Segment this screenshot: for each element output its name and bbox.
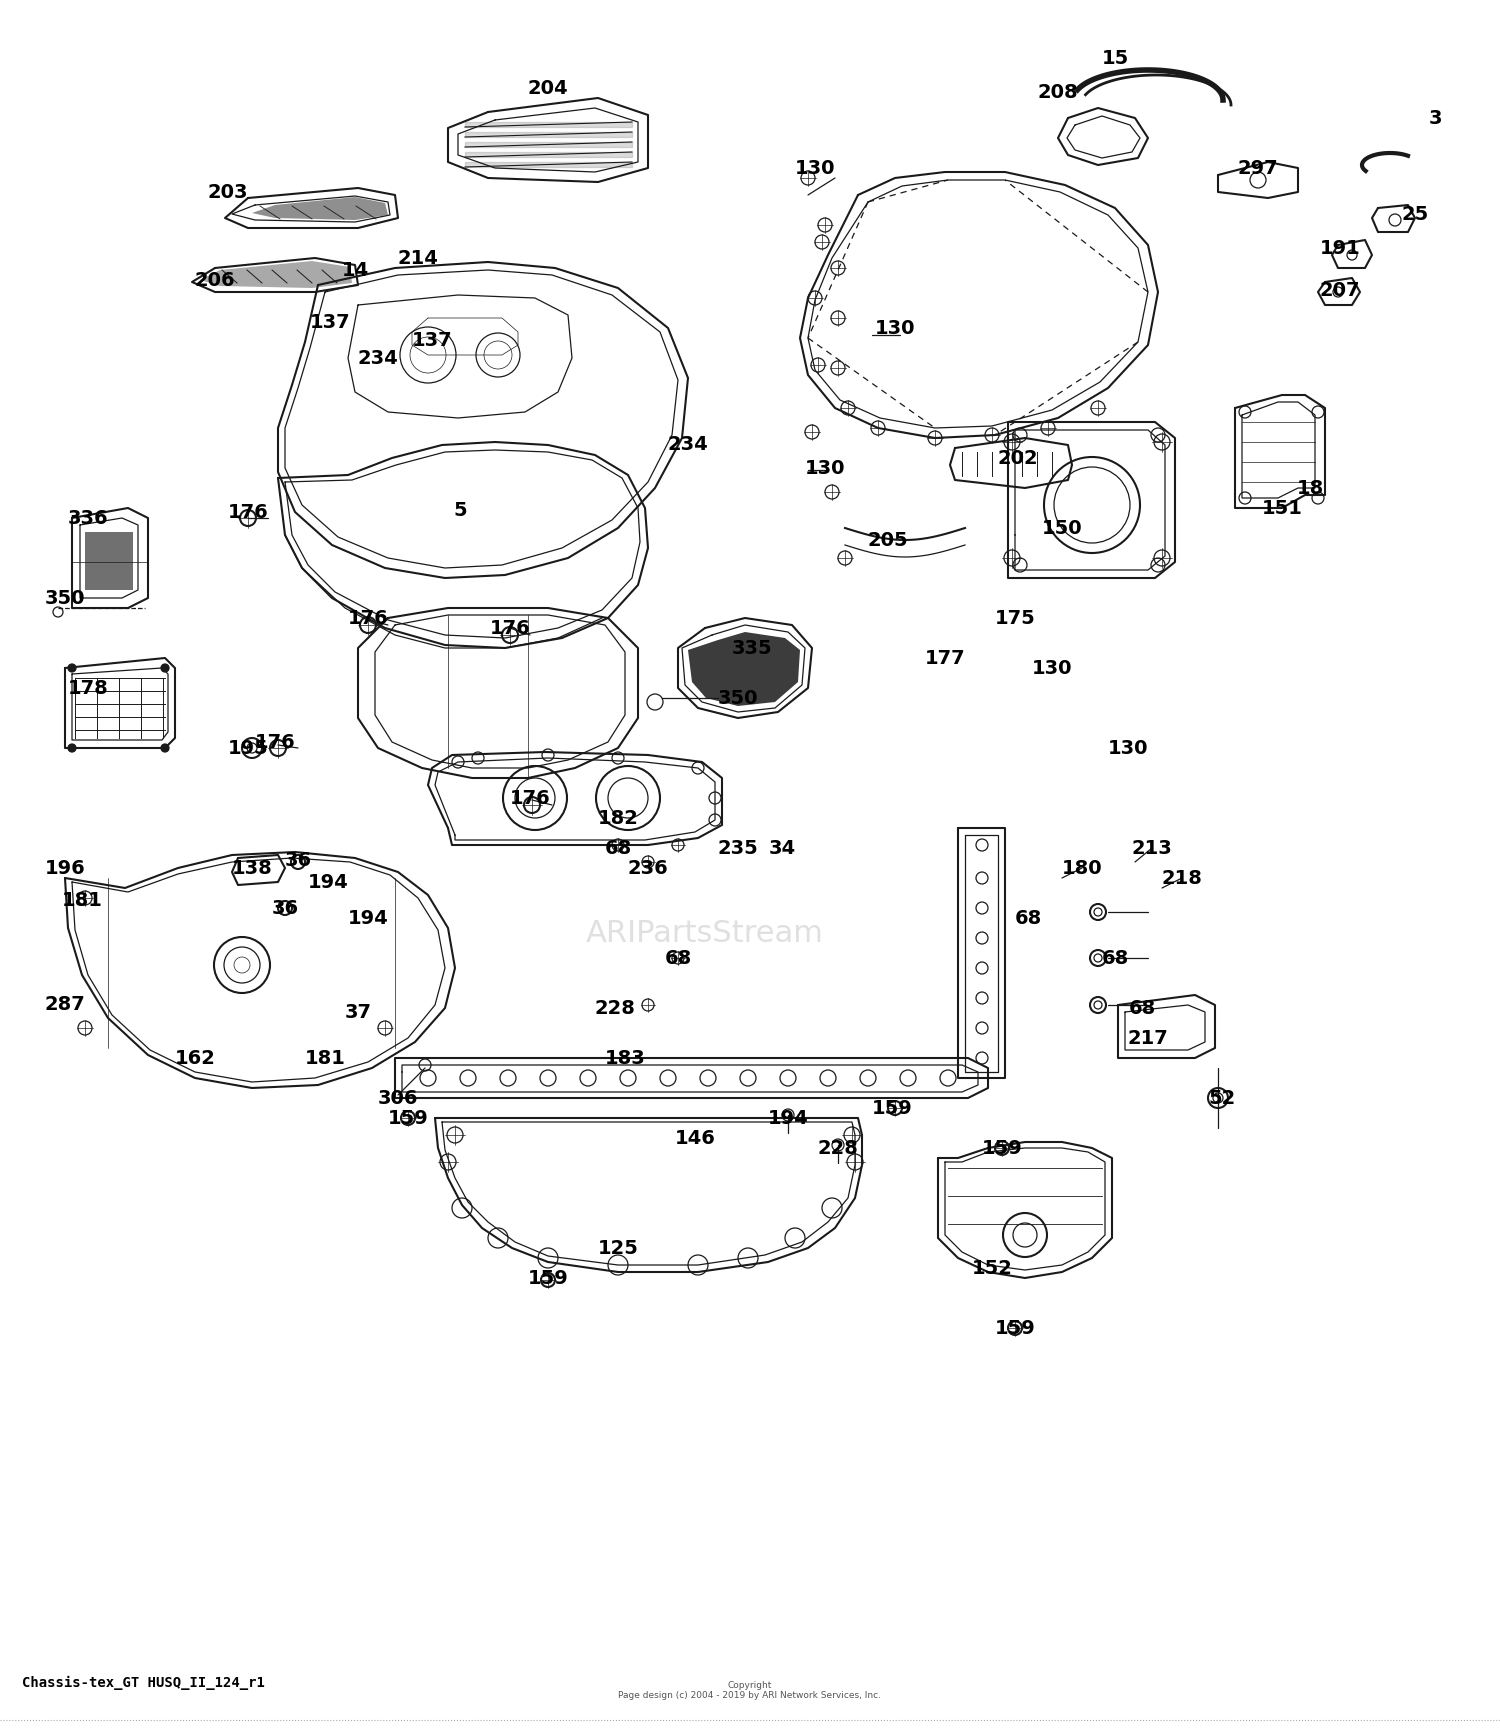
Text: 130: 130 bbox=[874, 318, 915, 337]
Text: 137: 137 bbox=[309, 313, 351, 332]
Text: 175: 175 bbox=[994, 608, 1035, 627]
Text: 208: 208 bbox=[1038, 83, 1078, 102]
Bar bbox=[86, 532, 134, 589]
Text: 205: 205 bbox=[867, 530, 909, 550]
Text: 162: 162 bbox=[174, 1049, 216, 1068]
Text: 18: 18 bbox=[1296, 479, 1323, 498]
Text: 306: 306 bbox=[378, 1089, 419, 1108]
Text: 159: 159 bbox=[528, 1268, 568, 1287]
Text: 138: 138 bbox=[231, 859, 273, 878]
Text: 34: 34 bbox=[768, 838, 795, 857]
Text: 152: 152 bbox=[972, 1258, 1012, 1277]
Text: 36: 36 bbox=[272, 899, 298, 918]
Circle shape bbox=[160, 745, 170, 752]
Text: 177: 177 bbox=[924, 648, 966, 667]
Text: 36: 36 bbox=[285, 850, 312, 869]
Text: 125: 125 bbox=[597, 1239, 639, 1258]
Text: 130: 130 bbox=[1032, 658, 1072, 677]
Text: 68: 68 bbox=[1014, 909, 1041, 928]
Text: 68: 68 bbox=[1101, 949, 1128, 968]
Text: 180: 180 bbox=[1062, 859, 1102, 878]
Text: 159: 159 bbox=[387, 1108, 429, 1127]
Polygon shape bbox=[252, 197, 388, 219]
Text: 287: 287 bbox=[45, 995, 86, 1014]
Text: 176: 176 bbox=[348, 608, 388, 627]
Text: 176: 176 bbox=[489, 619, 531, 638]
Text: 68: 68 bbox=[1128, 999, 1155, 1018]
Text: Chassis-tex_GT HUSQ_II_124_r1: Chassis-tex_GT HUSQ_II_124_r1 bbox=[22, 1676, 266, 1690]
Text: 202: 202 bbox=[998, 449, 1038, 468]
Text: 183: 183 bbox=[604, 1049, 645, 1068]
Polygon shape bbox=[200, 261, 352, 289]
Text: 176: 176 bbox=[228, 503, 268, 522]
Text: 217: 217 bbox=[1128, 1028, 1168, 1047]
Text: 235: 235 bbox=[717, 838, 759, 857]
Circle shape bbox=[68, 664, 76, 672]
Text: 194: 194 bbox=[348, 909, 388, 928]
Text: 137: 137 bbox=[411, 330, 453, 349]
Text: ARIPartsStream: ARIPartsStream bbox=[586, 919, 824, 947]
Text: 159: 159 bbox=[981, 1139, 1023, 1158]
Text: 228: 228 bbox=[594, 999, 636, 1018]
Text: 203: 203 bbox=[207, 183, 249, 202]
Text: 182: 182 bbox=[597, 809, 639, 828]
Text: 130: 130 bbox=[804, 458, 846, 477]
Text: 15: 15 bbox=[1101, 48, 1128, 67]
Text: 206: 206 bbox=[195, 271, 236, 290]
Text: 194: 194 bbox=[308, 873, 348, 892]
Text: Copyright
Page design (c) 2004 - 2019 by ARI Network Services, Inc.: Copyright Page design (c) 2004 - 2019 by… bbox=[618, 1681, 882, 1700]
Text: 204: 204 bbox=[528, 78, 568, 97]
Text: 68: 68 bbox=[664, 949, 692, 968]
Text: 336: 336 bbox=[68, 508, 108, 527]
Text: 176: 176 bbox=[255, 733, 296, 752]
Text: 234: 234 bbox=[357, 349, 399, 368]
Text: 14: 14 bbox=[342, 261, 369, 280]
Text: 130: 130 bbox=[795, 159, 836, 178]
Text: 350: 350 bbox=[717, 688, 758, 707]
Text: 191: 191 bbox=[1320, 238, 1360, 257]
Text: 194: 194 bbox=[768, 1108, 808, 1127]
Text: 236: 236 bbox=[627, 859, 669, 878]
Text: 218: 218 bbox=[1161, 869, 1203, 888]
Text: 151: 151 bbox=[1262, 498, 1302, 517]
Text: 146: 146 bbox=[675, 1128, 716, 1147]
Text: 68: 68 bbox=[604, 838, 631, 857]
Text: 25: 25 bbox=[1401, 206, 1428, 225]
Text: 207: 207 bbox=[1320, 280, 1360, 299]
Text: 196: 196 bbox=[45, 859, 86, 878]
Circle shape bbox=[68, 745, 76, 752]
Text: 176: 176 bbox=[510, 788, 550, 807]
Text: 214: 214 bbox=[398, 249, 438, 268]
Text: 52: 52 bbox=[1209, 1089, 1236, 1108]
Text: 159: 159 bbox=[871, 1099, 912, 1118]
Text: 150: 150 bbox=[1041, 518, 1083, 537]
Polygon shape bbox=[688, 632, 800, 707]
Text: 178: 178 bbox=[68, 679, 108, 698]
Text: 350: 350 bbox=[45, 589, 86, 608]
Text: 159: 159 bbox=[994, 1318, 1035, 1337]
Text: 234: 234 bbox=[668, 435, 708, 454]
Circle shape bbox=[160, 664, 170, 672]
Text: 213: 213 bbox=[1131, 838, 1173, 857]
Text: 181: 181 bbox=[304, 1049, 345, 1068]
Text: 3: 3 bbox=[1428, 109, 1442, 128]
Text: 195: 195 bbox=[228, 738, 268, 757]
Text: 228: 228 bbox=[818, 1139, 858, 1158]
Text: 335: 335 bbox=[732, 639, 772, 657]
Text: 130: 130 bbox=[1107, 738, 1149, 757]
Text: 181: 181 bbox=[62, 890, 102, 909]
Text: 297: 297 bbox=[1238, 159, 1278, 178]
Text: 37: 37 bbox=[345, 1002, 372, 1021]
Text: 5: 5 bbox=[453, 501, 466, 520]
